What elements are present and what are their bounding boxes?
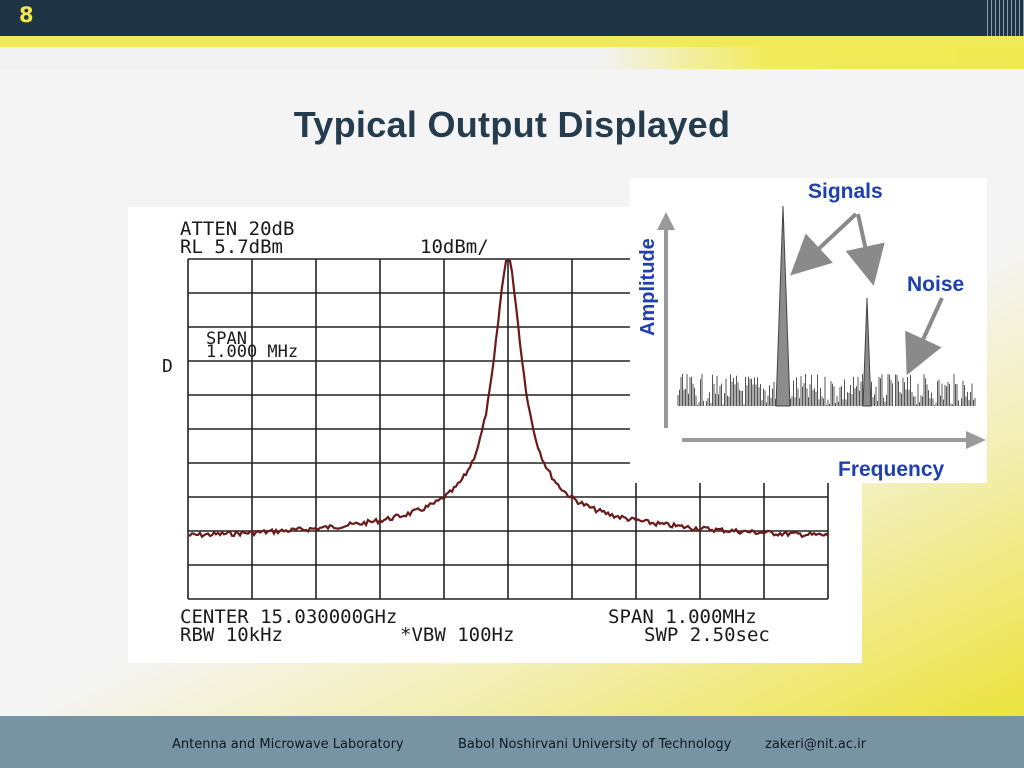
center-frequency-label: CENTER 15.030000GHz (180, 606, 397, 628)
frequency-axis-arrowhead (966, 431, 986, 449)
rbw-label: RBW 10kHz (180, 624, 283, 646)
noise-label: Noise (907, 273, 964, 296)
decorative-stripes (984, 0, 1024, 36)
slide-number: 8 (19, 3, 34, 27)
frequency-label: Frequency (838, 458, 945, 481)
signals-arrow-1 (790, 212, 858, 276)
signals-noise-graphic: Signals Noise Amplitude Frequency (637, 180, 986, 481)
signal-peak-large (775, 205, 791, 407)
noise-floor (677, 374, 976, 406)
accent-band-secondary (600, 47, 1024, 69)
vbw-label: *VBW 100Hz (400, 624, 514, 646)
span-label: SPAN 1.000MHz (608, 606, 757, 628)
accent-band (0, 36, 1024, 47)
noise-spikes (677, 374, 976, 406)
span-box-line1: SPAN (206, 329, 247, 349)
ref-level-label: RL 5.7dBm (180, 236, 283, 258)
signals-noise-diagram: Signals Noise Amplitude Frequency (630, 178, 987, 483)
signal-peak-small (862, 297, 872, 407)
footer-bar: Antenna and Microwave Laboratory Babol N… (0, 716, 1024, 768)
signals-arrow-2 (845, 213, 885, 286)
atten-label: ATTEN 20dB (180, 218, 294, 240)
marker-d-label: D (162, 356, 173, 377)
scale-label: 10dBm/ (420, 236, 489, 258)
span-box-line2: 1.000 MHz (206, 342, 298, 362)
footer-university: Babol Noshirvani University of Technolog… (458, 737, 732, 752)
sweep-time-label: SWP 2.50sec (644, 624, 770, 646)
slide-title: Typical Output Displayed (293, 104, 731, 145)
footer-email: zakeri@nit.ac.ir (765, 737, 867, 752)
footer-lab-name: Antenna and Microwave Laboratory (172, 737, 404, 752)
top-bar: 8 (0, 0, 1024, 36)
signals-label: Signals (808, 180, 883, 203)
spectrum-trace (187, 259, 829, 539)
amplitude-axis-arrowhead (657, 212, 675, 230)
noise-arrow (905, 297, 944, 376)
amplitude-label: Amplitude (637, 238, 659, 336)
